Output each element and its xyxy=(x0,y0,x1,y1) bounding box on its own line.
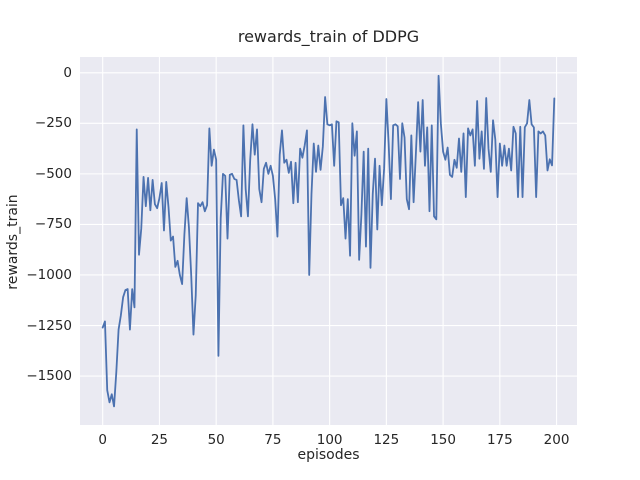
y-tick-label: 0 xyxy=(63,64,72,81)
y-tick-label: −500 xyxy=(34,165,72,182)
x-tick-label: 100 xyxy=(316,432,343,448)
x-tick-label: 200 xyxy=(543,432,570,448)
x-tick-label: 0 xyxy=(98,432,107,448)
rewards-train-series xyxy=(101,74,556,408)
y-tick-label: −250 xyxy=(34,115,72,132)
chart-title: rewards_train of DDPG xyxy=(237,27,420,46)
x-tick-label: 50 xyxy=(207,432,225,448)
x-tick-label: 25 xyxy=(150,432,169,448)
y-tick-label: −1500 xyxy=(26,368,72,385)
plot-area xyxy=(80,57,577,425)
y-tick-label: −1250 xyxy=(26,317,72,334)
line-chart xyxy=(80,57,577,425)
x-tick-label: 125 xyxy=(373,432,400,448)
x-axis-label: episodes xyxy=(297,447,360,463)
y-tick-label: −750 xyxy=(34,216,72,233)
x-tick-label: 150 xyxy=(430,432,456,448)
x-tick-label: 175 xyxy=(486,432,513,448)
y-axis-label: rewards_train xyxy=(5,194,21,290)
x-tick-label: 75 xyxy=(264,432,282,448)
y-tick-label: −1000 xyxy=(26,266,72,283)
